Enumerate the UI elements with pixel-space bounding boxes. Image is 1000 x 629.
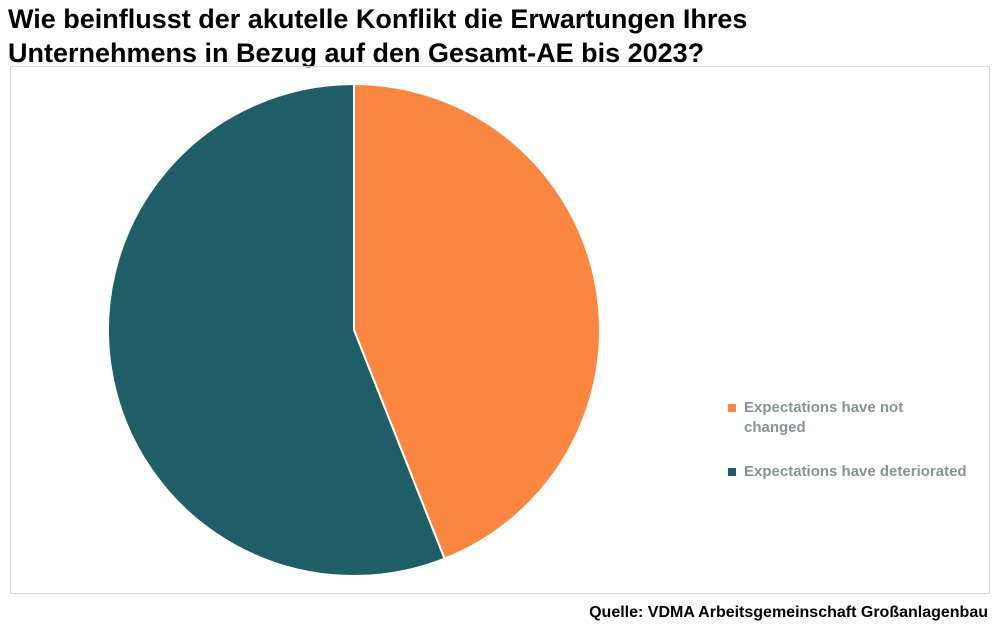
pie-slice-not-changed bbox=[353, 82, 601, 561]
legend-label-deteriorated: Expectations have deteriorated bbox=[744, 463, 967, 480]
source-note: Quelle: VDMA Arbeitsgemeinschaft Großanl… bbox=[589, 604, 988, 621]
chart-area bbox=[10, 66, 990, 594]
legend-swatch-deteriorated bbox=[728, 468, 736, 476]
legend-item-not-changed: Expectations have not changed bbox=[728, 398, 968, 438]
legend-label-not-changed: Expectations have not changed bbox=[744, 399, 904, 436]
legend-item-deteriorated: Expectations have deteriorated bbox=[728, 462, 968, 482]
legend: Expectations have not changed Expectatio… bbox=[728, 398, 968, 506]
chart-title: Wie beinflusst der akutelle Konflikt die… bbox=[8, 2, 988, 70]
chart-title-line-2: Unternehmens in Bezug auf den Gesamt-AE … bbox=[8, 38, 705, 68]
pie-slice-deteriorated bbox=[107, 82, 446, 577]
chart-title-line-1: Wie beinflusst der akutelle Konflikt die… bbox=[8, 4, 748, 34]
legend-swatch-not-changed bbox=[728, 404, 736, 412]
